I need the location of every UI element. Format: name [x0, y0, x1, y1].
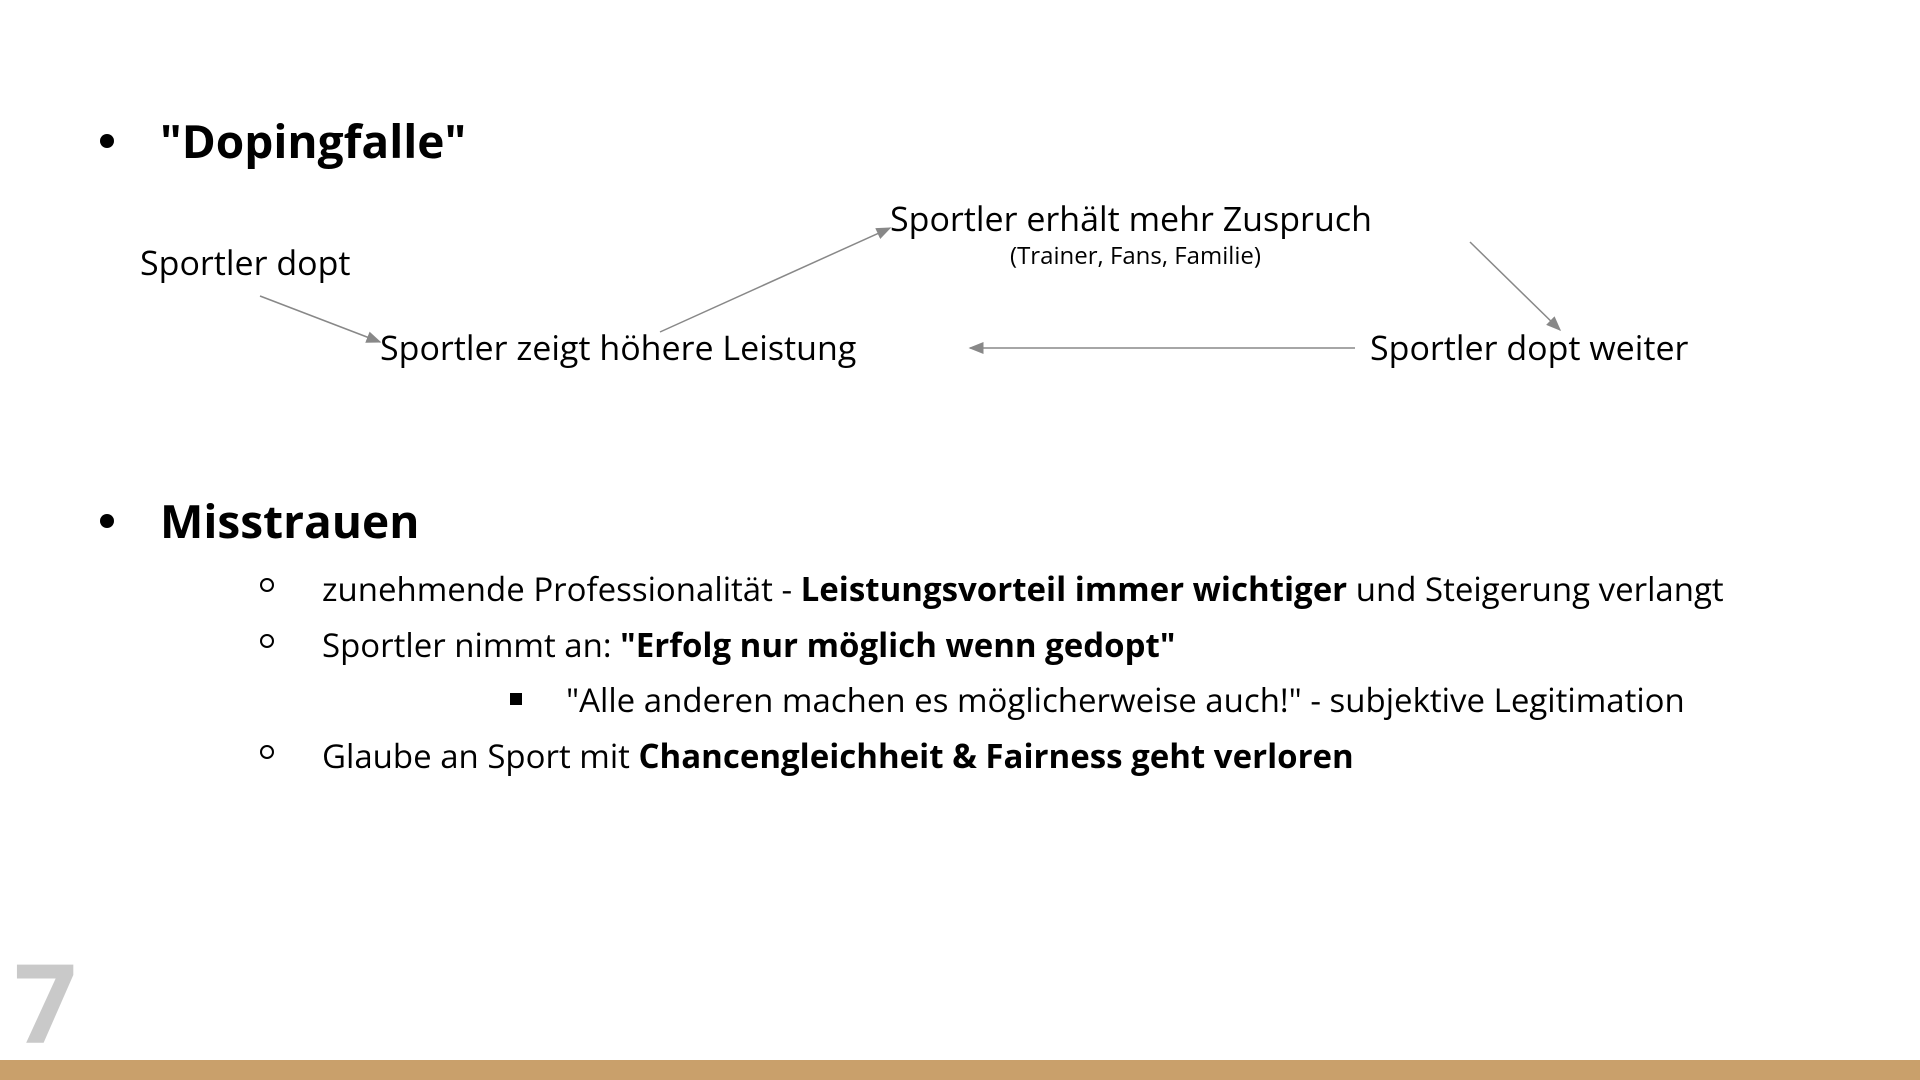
hollow-bullet-icon — [260, 745, 274, 759]
hollow-bullet-icon — [260, 634, 274, 648]
list-item: zunehmende Professionalität - Leistungsv… — [260, 564, 1820, 614]
list-item: Sportler nimmt an: "Erfolg nur möglich w… — [260, 620, 1820, 670]
diagram-node-dopt-weiter: Sportler dopt weiter — [1370, 327, 1688, 368]
list-item: Glaube an Sport mit Chancengleichheit & … — [260, 731, 1820, 781]
text-segment-bold: Chancengleichheit & Fairness geht verlor… — [639, 733, 1354, 778]
page-number: 7 — [14, 946, 77, 1056]
heading-misstrauen: Misstrauen — [160, 490, 419, 552]
hollow-bullet-icon — [260, 578, 274, 592]
diagram-node-mehr-zuspruch: Sportler erhält mehr Zuspruch — [890, 198, 1372, 239]
bottom-accent-bar — [0, 1060, 1920, 1080]
heading-misstrauen-row: Misstrauen — [100, 490, 1820, 552]
list-sub-item-text: "Alle anderen machen es möglicherweise a… — [566, 675, 1685, 725]
list-item-text: Sportler nimmt an: "Erfolg nur möglich w… — [322, 620, 1175, 670]
text-segment: Glaube an Sport mit — [322, 733, 639, 778]
diagram-node-mehr-zuspruch-sub: (Trainer, Fans, Familie) — [1010, 242, 1261, 271]
bullet-icon — [100, 514, 114, 528]
dopingfalle-diagram: Sportler dopt Sportler zeigt höhere Leis… — [100, 180, 1820, 420]
text-segment: zunehmende Professionalität - — [322, 566, 801, 611]
text-segment-bold: "Erfolg nur möglich wenn gedopt" — [620, 622, 1175, 667]
bullet-icon — [100, 134, 114, 148]
diagram-node-hoehere-leistung: Sportler zeigt höhere Leistung — [380, 327, 856, 368]
list-item-text: Glaube an Sport mit Chancengleichheit & … — [322, 731, 1354, 781]
text-segment-bold: Leistungsvorteil immer wichtiger — [801, 566, 1348, 611]
heading-dopingfalle: "Dopingfalle" — [160, 110, 466, 172]
text-segment: und Steigerung verlangt — [1347, 566, 1724, 611]
list-item-text: zunehmende Professionalität - Leistungsv… — [322, 564, 1724, 614]
list-sub-item: "Alle anderen machen es möglicherweise a… — [510, 675, 1820, 725]
heading-dopingfalle-row: "Dopingfalle" — [100, 110, 1820, 172]
diagram-node-sportler-dopt: Sportler dopt — [140, 242, 351, 283]
square-bullet-icon — [510, 693, 522, 705]
misstrauen-list: zunehmende Professionalität - Leistungsv… — [260, 564, 1820, 780]
text-segment: Sportler nimmt an: — [322, 622, 620, 667]
